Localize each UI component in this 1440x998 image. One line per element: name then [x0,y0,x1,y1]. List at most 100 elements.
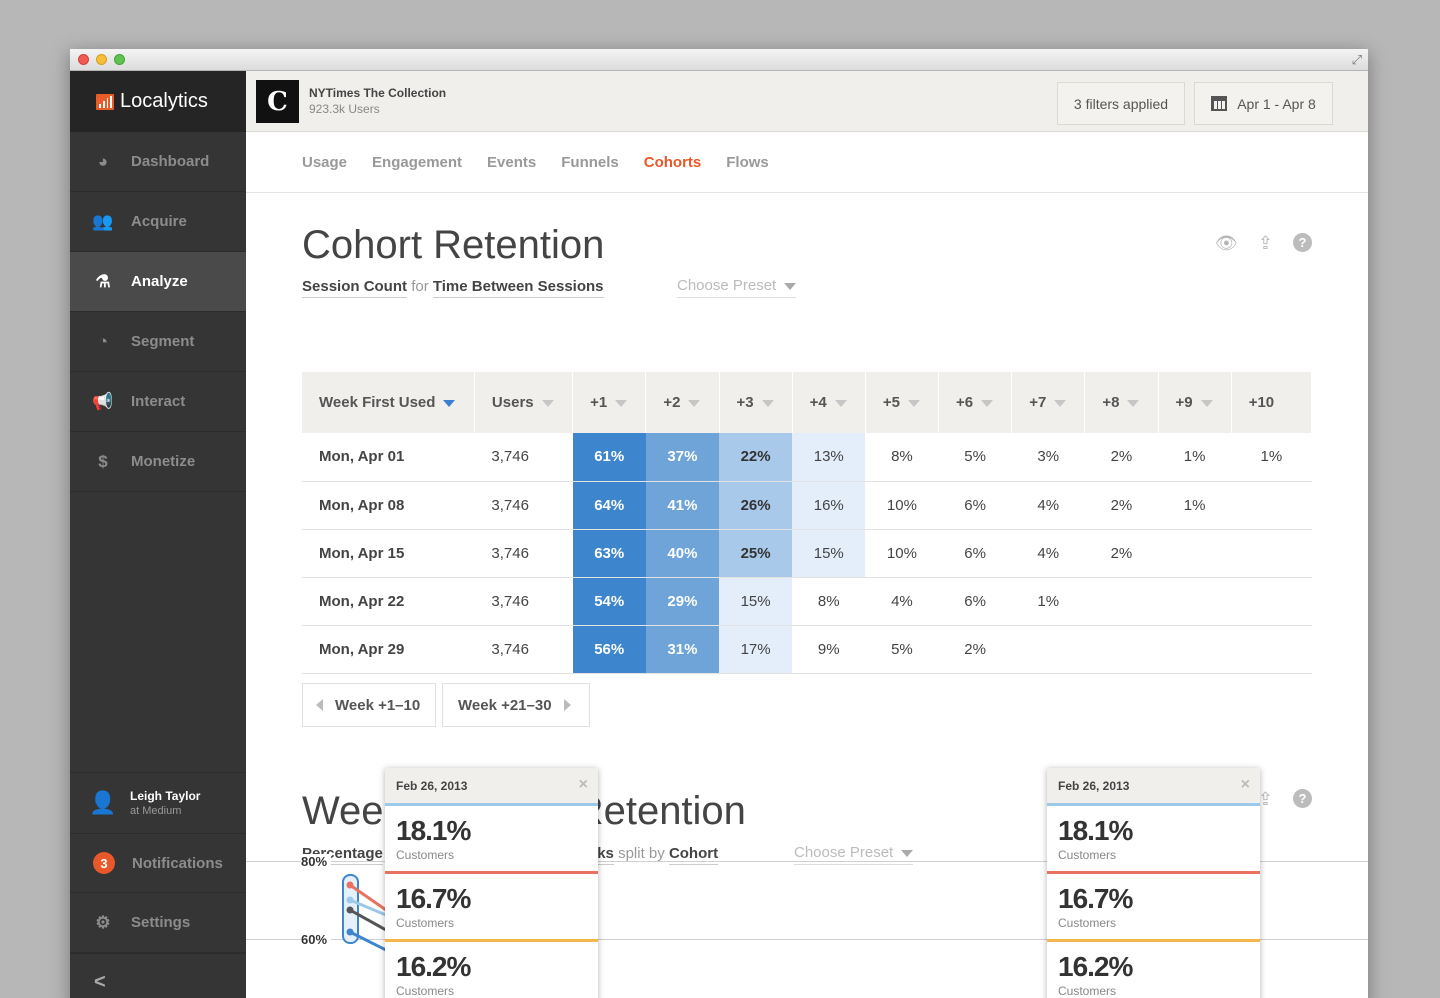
help-icon[interactable]: ? [1293,233,1312,252]
column-header[interactable]: Week First Used [302,372,475,433]
retention-cell[interactable]: 2% [1084,529,1159,578]
retention-cell[interactable]: 2% [1084,481,1159,530]
retention-cell[interactable]: 13% [792,433,866,482]
metric-selector[interactable]: Session Count [302,278,408,298]
retention-cell[interactable] [1158,625,1232,674]
column-header[interactable]: Users [474,372,574,433]
retention-cell[interactable] [1084,625,1159,674]
tab-funnels[interactable]: Funnels [561,154,619,171]
retention-cell[interactable]: 15% [719,577,793,626]
table-row[interactable]: Mon, Apr 08 3,746 64% 41% 26% 16% 10% 6% 4% 2% 1% [302,481,1312,530]
split-selector[interactable]: Cohort [668,845,719,865]
retention-cell[interactable]: 41% [645,481,719,530]
retention-cell[interactable]: 5% [865,625,939,674]
retention-cell[interactable]: 6% [938,529,1012,578]
data-point[interactable] [346,881,354,889]
retention-cell[interactable]: 8% [865,433,939,482]
close-icon[interactable]: × [1240,776,1250,793]
sidebar-item-dashboard[interactable]: ◕ Dashboard [70,132,246,192]
app-icon[interactable]: C [256,80,299,123]
retention-cell[interactable]: 2% [1084,433,1159,482]
column-header[interactable]: +10 [1231,372,1313,433]
retention-cell[interactable] [1158,577,1232,626]
retention-cell[interactable] [1158,529,1232,578]
retention-cell[interactable]: 61% [572,433,646,482]
retention-cell[interactable]: 25% [719,529,793,578]
sidebar-item-interact[interactable]: 📢 Interact [70,372,246,432]
column-header[interactable]: +7 [1011,372,1086,433]
tab-flows[interactable]: Flows [726,154,769,171]
retention-cell[interactable]: 22% [719,433,793,482]
retention-cell[interactable]: 40% [645,529,719,578]
column-header[interactable]: +4 [792,372,866,433]
retention-cell[interactable]: 31% [645,625,719,674]
share-icon[interactable]: ⇪ [1257,789,1273,809]
eye-icon[interactable]: 👁 [1215,233,1238,253]
data-point[interactable] [346,896,354,904]
zoom-window-button[interactable] [114,54,125,65]
help-icon[interactable]: ? [1293,789,1312,808]
filters-button[interactable]: 3 filters applied [1057,82,1185,125]
column-header[interactable]: +2 [645,372,720,433]
user-profile[interactable]: 👤 Leigh Taylor at Medium [70,772,246,833]
retention-cell[interactable]: 1% [1231,433,1312,482]
retention-cell[interactable]: 56% [572,625,646,674]
tab-events[interactable]: Events [487,154,537,171]
retention-cell[interactable]: 8% [792,577,866,626]
retention-cell[interactable]: 64% [572,481,646,530]
column-header[interactable]: +9 [1158,372,1232,433]
retention-cell[interactable]: 4% [1011,529,1085,578]
retention-cell[interactable]: 4% [865,577,939,626]
choose-preset-dropdown[interactable]: Choose Preset [677,277,797,298]
retention-cell[interactable] [1231,625,1312,674]
sidebar-item-acquire[interactable]: 👥 Acquire [70,192,246,252]
column-header[interactable]: +3 [719,372,793,433]
retention-cell[interactable]: 2% [938,625,1012,674]
retention-cell[interactable]: 10% [865,529,939,578]
sidebar-item-notifications[interactable]: 3 Notifications [70,833,246,893]
sidebar-item-segment[interactable]: ◔ Segment [70,312,246,372]
retention-cell[interactable] [1231,577,1312,626]
retention-cell[interactable]: 54% [572,577,646,626]
column-header[interactable]: +5 [865,372,940,433]
retention-cell[interactable]: 6% [938,481,1012,530]
fullscreen-icon[interactable]: ⤢ [1351,52,1362,67]
retention-cell[interactable]: 37% [645,433,719,482]
retention-cell[interactable]: 5% [938,433,1012,482]
retention-cell[interactable] [1231,481,1312,530]
sidebar-item-settings[interactable]: ⚙ Settings [70,893,246,953]
retention-cell[interactable]: 3% [1011,433,1085,482]
data-point[interactable] [346,928,354,936]
sidebar-item-analyze[interactable]: ⚗ Analyze [70,252,246,312]
retention-cell[interactable]: 17% [719,625,793,674]
retention-cell[interactable]: 1% [1158,481,1232,530]
column-header[interactable]: +6 [938,372,1013,433]
tab-usage[interactable]: Usage [302,154,348,171]
close-window-button[interactable] [78,54,89,65]
retention-cell[interactable] [1231,529,1312,578]
retention-cell[interactable]: 26% [719,481,793,530]
retention-cell[interactable]: 6% [938,577,1012,626]
selected-app-name[interactable]: NYTimes The Collection [309,86,447,100]
retention-cell[interactable]: 1% [1011,577,1085,626]
tab-engagement[interactable]: Engagement [372,154,463,171]
column-header[interactable]: +1 [572,372,647,433]
table-row[interactable]: Mon, Apr 01 3,746 61% 37% 22% 13% 8% 5% 3% 2% 1% 1% [302,433,1312,482]
share-icon[interactable]: ⇪ [1257,233,1273,253]
dimension-selector[interactable]: Time Between Sessions [432,278,604,298]
table-row[interactable]: Mon, Apr 15 3,746 63% 40% 25% 15% 10% 6% 4% 2% [302,529,1312,578]
retention-cell[interactable]: 15% [792,529,866,578]
prev-weeks-button[interactable]: Week +1–10 [302,683,436,727]
tab-cohorts[interactable]: Cohorts [643,154,702,171]
retention-cell[interactable]: 1% [1158,433,1232,482]
retention-cell[interactable] [1011,625,1085,674]
data-point[interactable] [346,906,354,914]
table-row[interactable]: Mon, Apr 29 3,746 56% 31% 17% 9% 5% 2% [302,625,1312,674]
minimize-window-button[interactable] [96,54,107,65]
collapse-sidebar-button[interactable]: < [70,953,246,998]
table-row[interactable]: Mon, Apr 22 3,746 54% 29% 15% 8% 4% 6% 1% [302,577,1312,626]
retention-cell[interactable]: 9% [792,625,866,674]
date-range-button[interactable]: Apr 1 - Apr 8 [1194,82,1333,125]
weekly-preset-dropdown[interactable]: Choose Preset [794,844,914,865]
close-icon[interactable]: × [578,776,588,793]
